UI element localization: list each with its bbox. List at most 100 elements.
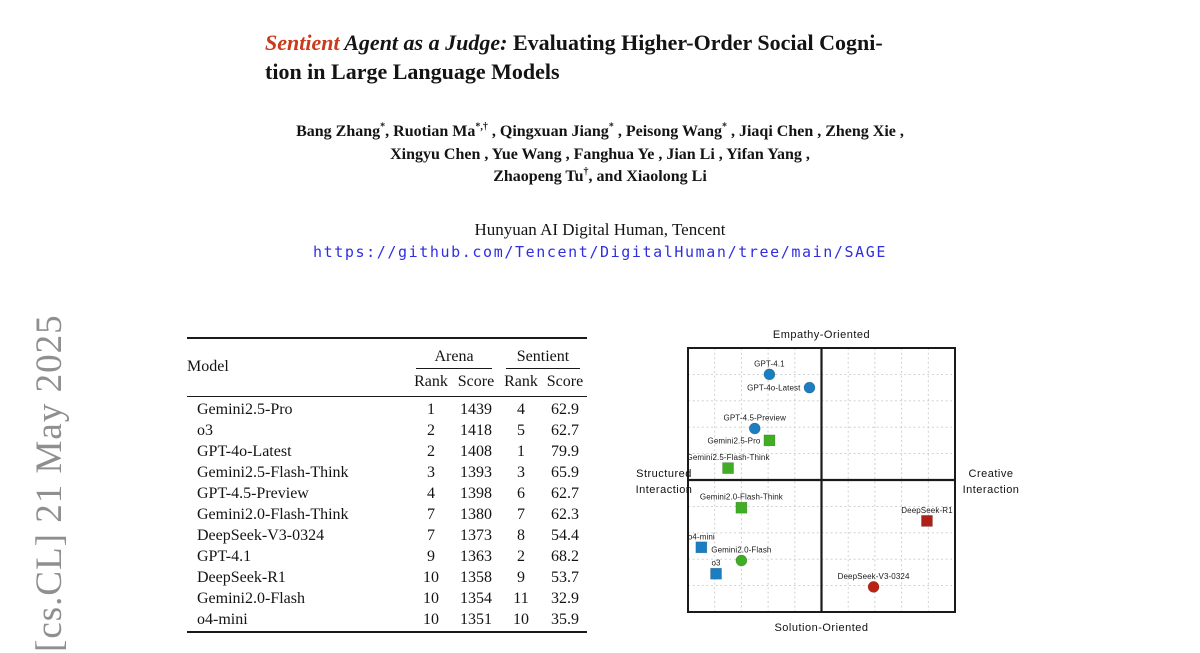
value-cell: 10	[423, 611, 439, 629]
scatter-point-gemini2.5-flash-think	[722, 462, 734, 474]
col-header-sentient-score: Score	[543, 369, 587, 397]
author-line: Xingyu Chen , Yue Wang , Fanghua Ye , Ji…	[390, 145, 810, 163]
author-affiliation-mark: †	[583, 166, 589, 178]
table-row: DeepSeek-R1 10 1358 9 53.7	[187, 567, 587, 588]
table-row: GPT-4.1 9 1363 2 68.2	[187, 546, 587, 567]
value-cell: 1354	[460, 590, 492, 608]
model-cell: Gemini2.0-Flash-Think	[197, 505, 349, 523]
author-line: Bang Zhang*, Ruotian Ma*,† , Qingxuan Ji…	[296, 121, 904, 140]
value-cell: 32.9	[551, 590, 579, 608]
paper-title: Sentient Agent as a Judge: Evaluating Hi…	[265, 28, 965, 86]
scatter-point-label: Gemini2.5-Flash-Think	[687, 453, 771, 462]
scatter-point-label: DeepSeek-R1	[901, 506, 953, 515]
quadrant-chart: GPT-4.1 GPT-4o-Latest GPT-4.5-Preview Gemin…	[630, 318, 1040, 653]
col-group-sentient: Sentient	[499, 338, 587, 369]
title-word-sentient: Sentient	[265, 30, 340, 55]
title-italic-part: Agent as a Judge:	[339, 30, 513, 55]
author-line: Zhaopeng Tu†, and Xiaolong Li	[493, 166, 707, 185]
value-cell: 7	[427, 505, 435, 523]
value-cell: 79.9	[551, 442, 579, 460]
value-cell: 62.7	[551, 421, 579, 439]
scatter-point-label: Gemini2.5-Pro	[708, 436, 761, 445]
value-cell: 35.9	[551, 611, 579, 629]
col-group-arena-label: Arena	[416, 348, 492, 369]
axis-label-structured-1: Structured	[636, 468, 692, 480]
value-cell: 1439	[460, 400, 492, 418]
value-cell: 54.4	[551, 527, 579, 545]
value-cell: 2	[427, 442, 435, 460]
value-cell: 68.2	[551, 548, 579, 566]
scatter-point-label: GPT-4o-Latest	[747, 384, 801, 393]
scatter-point-gpt-4o-latest	[803, 381, 816, 394]
scatter-point-gemini2.0-flash-think	[735, 501, 748, 514]
github-link[interactable]: https://github.com/Tencent/DigitalHuman/…	[312, 243, 888, 261]
table-row: GPT-4.5-Preview 4 1398 6 62.7	[187, 483, 587, 504]
value-cell: 1373	[460, 527, 492, 545]
table-row: Gemini2.0-Flash 10 1354 11 32.9	[187, 588, 587, 609]
value-cell: 4	[517, 400, 525, 418]
col-group-sentient-label: Sentient	[506, 348, 580, 369]
author-affiliation-mark: *	[380, 121, 386, 133]
model-cell: Gemini2.5-Pro	[197, 400, 293, 418]
arxiv-stamp: [cs.CL] 21 May 2025	[29, 314, 70, 652]
title-line2: tion in Large Language Models	[265, 59, 560, 84]
col-header-model: Model	[187, 338, 409, 397]
model-cell: GPT-4.1	[197, 548, 252, 566]
table-row: GPT-4o-Latest 2 1408 1 79.9	[187, 441, 587, 462]
axis-label-creative-2: Interaction	[963, 484, 1020, 496]
results-table: Model Arena Sentient Rank Score Rank Sco…	[187, 337, 587, 633]
affiliation: Hunyuan AI Digital Human, Tencent	[474, 220, 726, 239]
model-cell: DeepSeek-V3-0324	[197, 527, 325, 545]
author-affiliation-mark: *	[608, 121, 614, 133]
title-line1-rest: Evaluating Higher-Order Social Cogni-	[512, 30, 883, 55]
value-cell: 1	[427, 400, 435, 418]
scatter-point-label: o3	[711, 559, 721, 568]
value-cell: 53.7	[551, 569, 579, 587]
value-cell: 1408	[460, 442, 492, 460]
scatter-point-label: DeepSeek-V3-0324	[838, 572, 910, 581]
value-cell: 1393	[460, 463, 492, 481]
value-cell: 3	[517, 463, 525, 481]
model-cell: o3	[197, 421, 213, 439]
value-cell: 62.9	[551, 400, 579, 418]
value-cell: 1358	[460, 569, 492, 587]
value-cell: 8	[517, 527, 525, 545]
table-row: o3 2 1418 5 62.7	[187, 420, 587, 441]
model-cell: GPT-4.5-Preview	[197, 484, 309, 502]
value-cell: 1398	[460, 484, 492, 502]
value-cell: 2	[427, 421, 435, 439]
scatter-point-label: GPT-4.1	[754, 359, 785, 368]
value-cell: 2	[517, 548, 525, 566]
project-url-line: https://github.com/Tencent/DigitalHuman/…	[180, 243, 1020, 262]
author-affiliation-mark: *,†	[475, 121, 488, 133]
axis-label-solution: Solution-Oriented	[774, 622, 868, 634]
scatter-point-label: o4-mini	[688, 532, 715, 541]
value-cell: 7	[427, 527, 435, 545]
scatter-point-label: Gemini2.0-Flash	[711, 546, 771, 555]
value-cell: 62.7	[551, 484, 579, 502]
axis-label-structured-2: Interaction	[636, 484, 693, 496]
axis-label-creative-1: Creative	[969, 468, 1014, 480]
axis-label-empathy: Empathy-Oriented	[773, 329, 870, 341]
scatter-point-o3	[710, 567, 722, 580]
scatter-point-label: Gemini2.0-Flash-Think	[700, 493, 784, 502]
table-header: Model Arena Sentient Rank Score Rank Sco…	[187, 338, 587, 397]
value-cell: 11	[513, 590, 529, 608]
value-cell: 6	[517, 484, 525, 502]
scatter-point-gpt-4.1	[763, 368, 776, 381]
scatter-point-gpt-4.5-preview	[748, 422, 761, 435]
col-header-arena-rank: Rank	[409, 369, 453, 397]
value-cell: 10	[423, 590, 439, 608]
value-cell: 9	[517, 569, 525, 587]
scatter-point-deepseek-r1	[921, 515, 933, 527]
table-row: Gemini2.5-Pro 1 1439 4 62.9	[187, 396, 587, 420]
model-cell: Gemini2.0-Flash	[197, 590, 305, 608]
value-cell: 9	[427, 548, 435, 566]
col-header-sentient-rank: Rank	[499, 369, 543, 397]
scatter-point-gemini2.0-flash	[735, 554, 748, 567]
model-cell: GPT-4o-Latest	[197, 442, 292, 460]
col-group-arena: Arena	[409, 338, 499, 369]
model-cell: DeepSeek-R1	[197, 569, 286, 587]
table-row: o4-mini 10 1351 10 35.9	[187, 609, 587, 631]
